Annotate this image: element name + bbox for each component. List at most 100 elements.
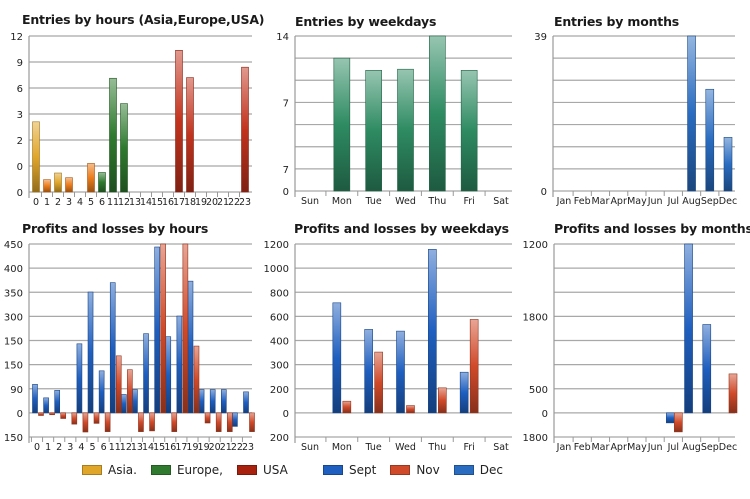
y-tick-label: 0: [283, 187, 289, 198]
bar-20: [215, 412, 222, 432]
legend-item-asia[interactable]: Asia.: [82, 463, 137, 477]
x-tick-label: Aug: [682, 442, 701, 453]
x-tick-label: 12: [120, 442, 132, 453]
x-tick-label: Mon: [332, 196, 352, 207]
chart-title-entries-by-months: Entries by months: [554, 14, 680, 29]
x-tick-label: 3: [66, 197, 72, 208]
x-tick-label: Wed: [395, 196, 416, 207]
bar-16: [165, 336, 172, 414]
y-tick-label: 150: [4, 361, 23, 372]
bar-Fri-nov: [469, 319, 479, 414]
x-tick-label: 15: [151, 197, 163, 208]
x-tick-label: Aug: [682, 196, 701, 207]
bar-4: [76, 343, 83, 414]
legend-item-nov[interactable]: Nov: [390, 463, 440, 477]
legend-swatch-sept: [323, 465, 343, 475]
bar-Thu-nov: [438, 387, 447, 414]
legend-label: Asia.: [108, 463, 137, 477]
x-tick-label: Wed: [395, 442, 416, 453]
x-tick-label: Sun: [301, 196, 319, 207]
bar-2: [54, 172, 62, 193]
x-tick-label: 6: [99, 197, 105, 208]
bar-21: [220, 389, 227, 414]
legend-swatch-europe: [150, 465, 171, 475]
bar-23: [249, 412, 255, 432]
bar-3: [71, 412, 78, 425]
bar-Tue-nov: [374, 351, 383, 414]
x-tick-label: 18: [184, 197, 196, 208]
y-tick-label: 3: [17, 110, 23, 121]
x-tick-label: 14: [140, 197, 152, 208]
bar-20: [209, 389, 216, 414]
bar-21: [226, 412, 233, 432]
legend-label: Europe,: [176, 463, 223, 477]
bar-19: [204, 412, 211, 424]
y-tick-label: 150: [4, 433, 23, 444]
legend-regions: Asia. Europe, USA: [82, 463, 288, 477]
legend-item-sept[interactable]: Sept: [323, 463, 376, 477]
x-tick-label: 19: [198, 442, 210, 453]
x-tick-label: Feb: [574, 442, 591, 453]
x-tick-label: Dec: [719, 442, 737, 453]
y-tick-label: 0: [17, 188, 23, 199]
bar-Mon: [333, 57, 351, 192]
y-tick-label: 300: [4, 312, 23, 323]
bar-Aug: [687, 35, 696, 192]
y-tick-label: 800: [270, 288, 289, 299]
x-tick-label: Sun: [301, 442, 319, 453]
y-tick-label: 200: [270, 385, 289, 396]
x-tick-label: Sat: [493, 442, 509, 453]
bar-Dec: [728, 373, 738, 414]
legend-item-europe[interactable]: Europe,: [150, 463, 223, 477]
x-tick-label: 1: [44, 197, 50, 208]
x-tick-label: 13: [129, 197, 141, 208]
x-tick-label: Jan: [556, 442, 572, 453]
x-tick-label: 17: [175, 442, 187, 453]
bar-11: [109, 282, 116, 414]
bar-Jul: [666, 412, 675, 424]
legend-label: USA: [262, 463, 288, 477]
x-tick-label: 1: [45, 442, 51, 453]
chart-title-entries-by-weekdays: Entries by weekdays: [295, 14, 437, 29]
bar-Tue-sept: [364, 329, 373, 414]
bar-Wed-nov: [406, 405, 415, 414]
bar-15: [160, 243, 166, 414]
y-tick-label: 200: [270, 433, 289, 444]
chart-title-profits-by-months: Profits and losses by months: [554, 221, 750, 236]
x-tick-label: 16: [162, 197, 174, 208]
x-tick-label: 5: [88, 197, 94, 208]
legend-swatch-usa: [236, 465, 257, 475]
legend-swatch-dec: [453, 465, 474, 475]
y-tick-label: 2: [17, 136, 23, 147]
y-tick-label: 1800: [523, 312, 548, 323]
x-tick-label: Jun: [647, 196, 663, 207]
bar-0: [38, 412, 44, 416]
y-tick-label: 14: [276, 32, 289, 43]
y-tick-label: 1000: [264, 264, 289, 275]
bar-12: [127, 369, 133, 414]
legend-item-dec[interactable]: Dec: [453, 463, 503, 477]
x-tick-label: 12: [118, 197, 130, 208]
bar-1: [49, 412, 55, 416]
bar-22: [232, 412, 238, 427]
x-tick-label: Apr: [610, 442, 627, 453]
y-tick-label: 150: [4, 337, 23, 348]
legend-item-usa[interactable]: USA: [236, 463, 288, 477]
bar-23: [243, 391, 249, 414]
y-tick-label: 600: [270, 312, 289, 323]
x-tick-label: 16: [164, 442, 176, 453]
x-tick-label: 2: [56, 442, 62, 453]
bar-13: [132, 389, 138, 414]
bar-14: [149, 412, 155, 432]
y-tick-label: 0: [541, 187, 547, 198]
x-tick-label: 6: [101, 442, 107, 453]
bar-2: [60, 412, 67, 419]
bar-6: [98, 172, 106, 193]
bar-14: [143, 333, 149, 414]
x-tick-label: 3: [67, 442, 73, 453]
bar-1: [43, 179, 51, 193]
bar-Tue: [365, 70, 382, 192]
bar-Jul: [674, 412, 683, 433]
x-tick-label: 4: [77, 197, 83, 208]
x-tick-label: 2: [55, 197, 61, 208]
